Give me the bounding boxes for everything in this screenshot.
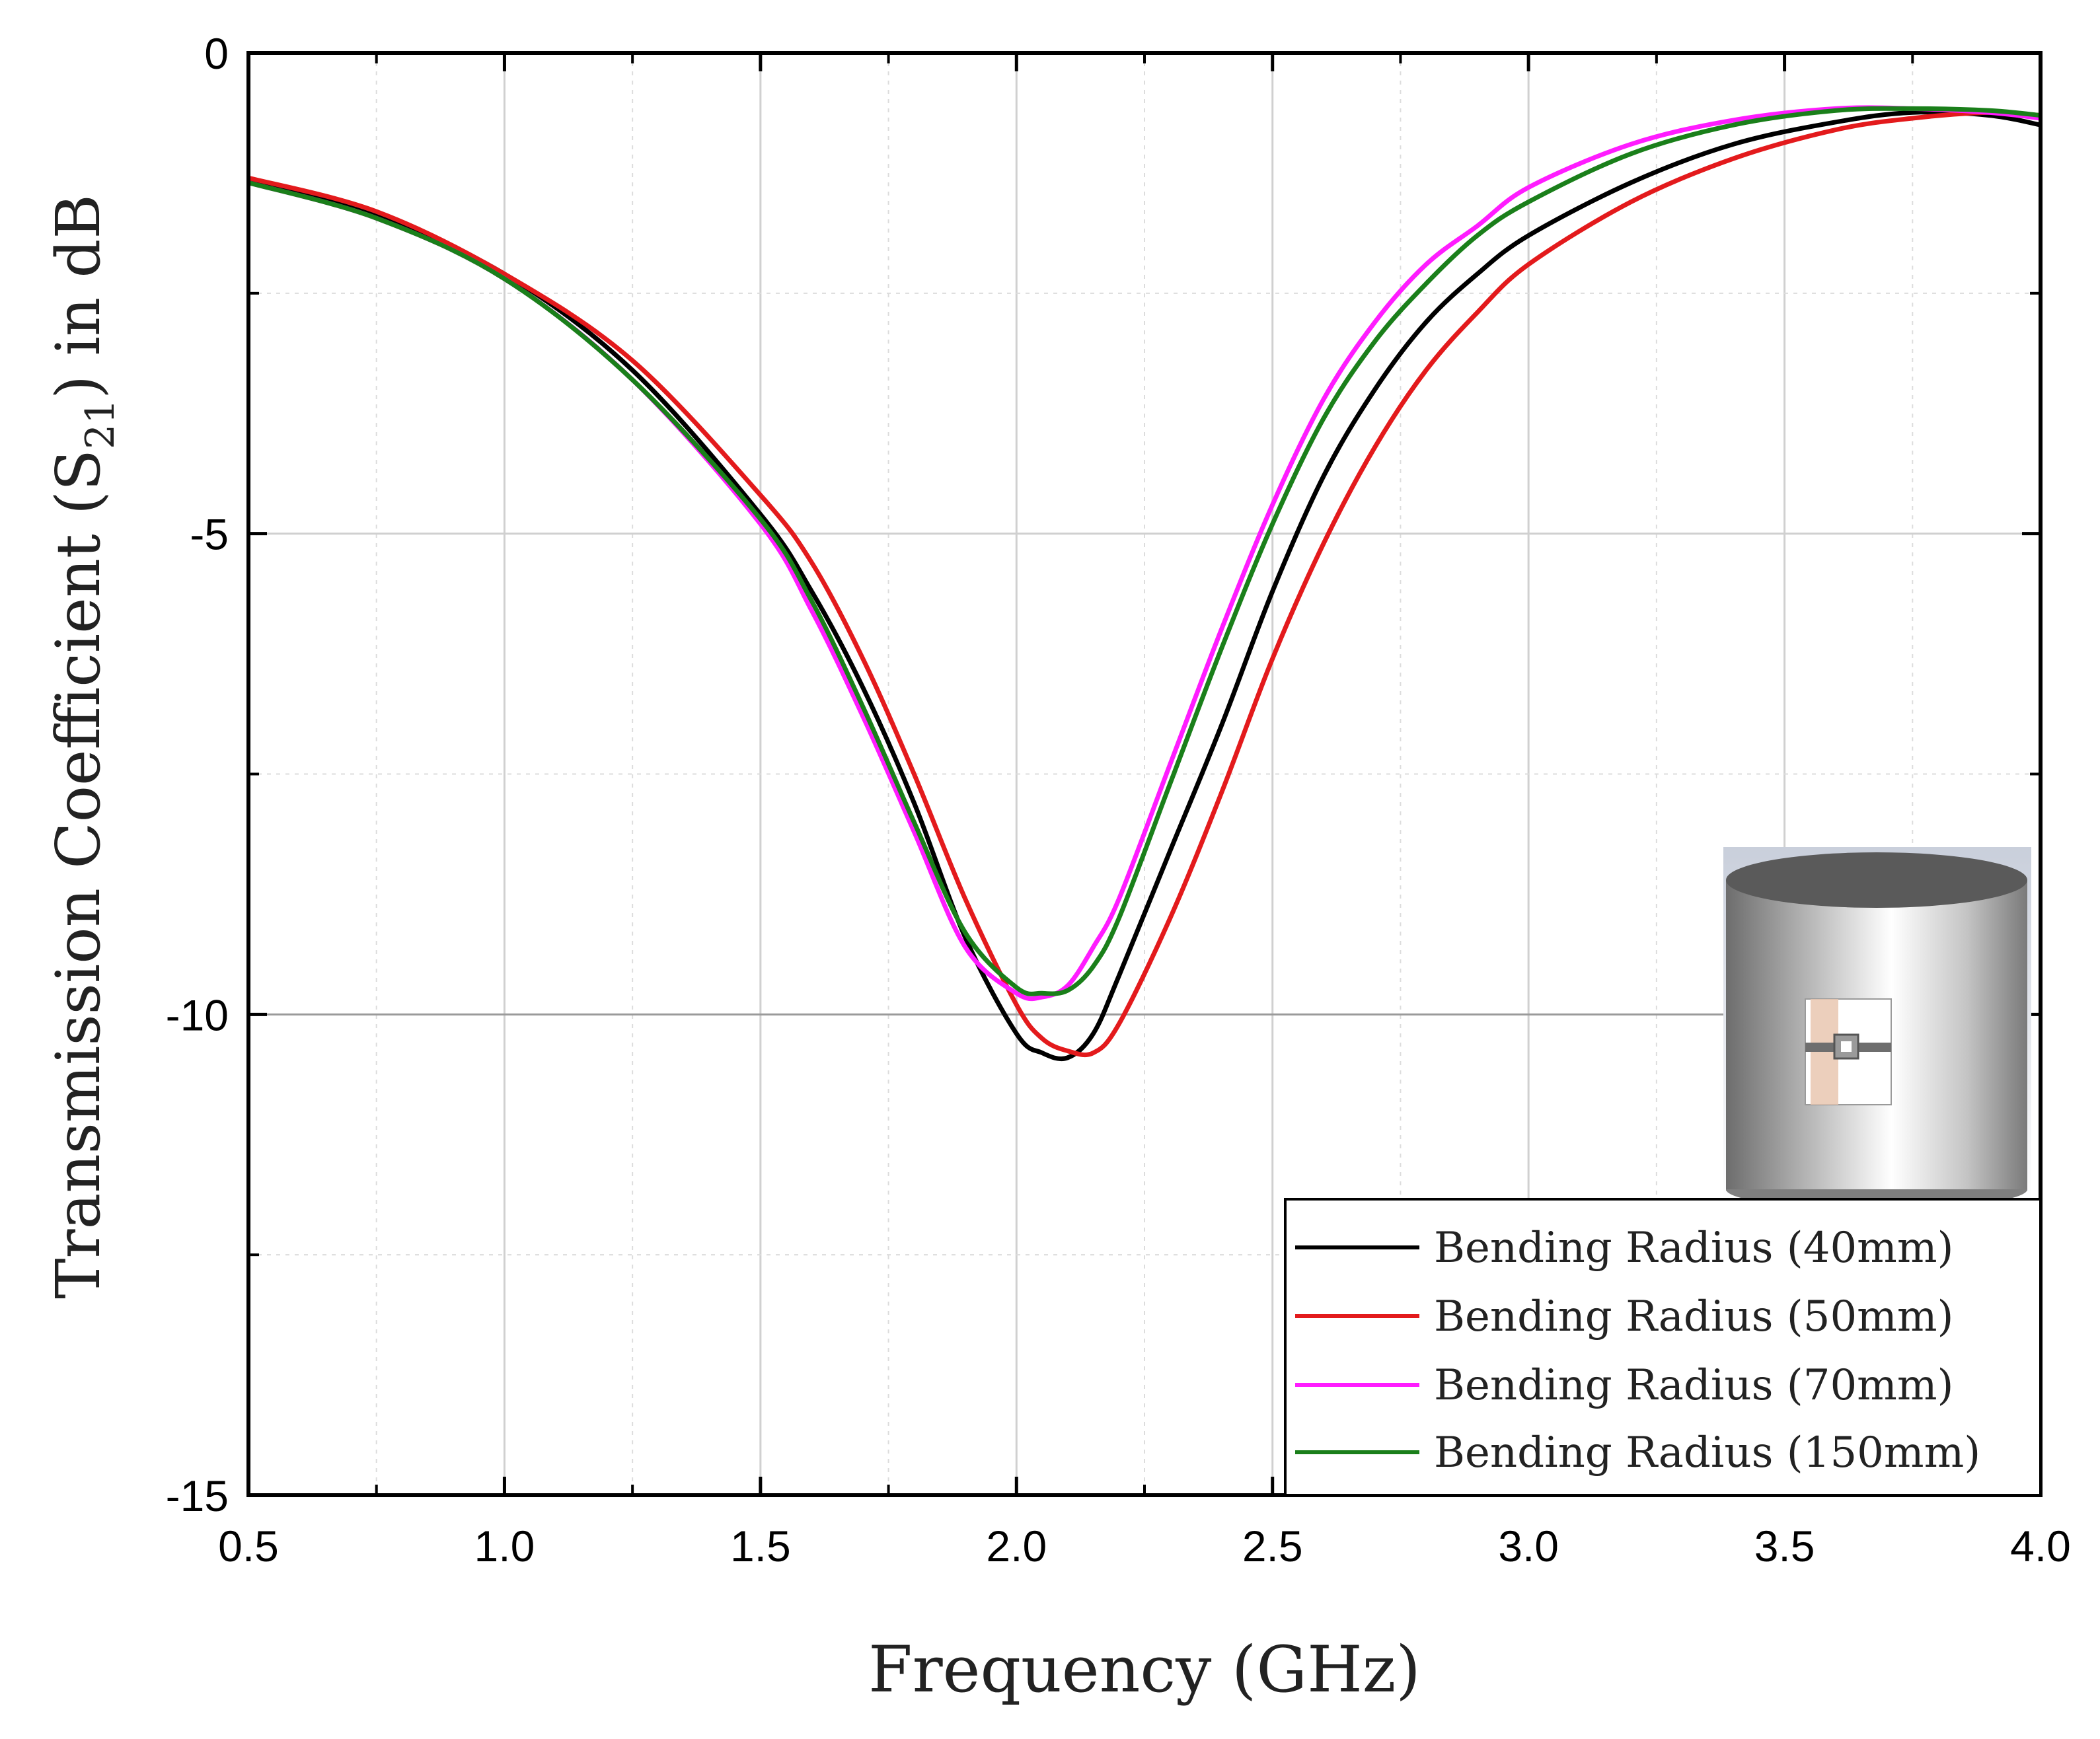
y-axis-title-suffix: ) in dB: [43, 194, 114, 399]
y-axis-title-prefix: Transmission Coefficient (S: [43, 449, 114, 1299]
axis-ticks: [246, 51, 2043, 1497]
x-tick-label: 0.5: [218, 1522, 279, 1571]
y-tick-label: 0: [204, 29, 229, 78]
y-tick-labels: 0 -5 -10 -15: [166, 29, 229, 1520]
y-axis-title: Transmission Coefficient (S21) in dB: [43, 194, 124, 1299]
legend: Bending Radius (40mm) Bending Radius (50…: [1284, 1198, 2042, 1497]
bent-antenna-on-cylinder-icon: [1723, 847, 2031, 1209]
legend-label-40mm: Bending Radius (40mm): [1434, 1224, 1954, 1273]
y-axis-title-subscript: 21: [77, 399, 124, 449]
x-tick-label: 3.0: [1498, 1522, 1559, 1571]
legend-label-150mm: Bending Radius (150mm): [1434, 1428, 1980, 1477]
legend-label-70mm: Bending Radius (70mm): [1434, 1361, 1954, 1410]
x-tick-label: 2.5: [1242, 1522, 1303, 1571]
x-tick-label: 1.5: [730, 1522, 791, 1571]
series-line-150mm: [248, 106, 2041, 996]
series-line-40mm: [248, 110, 2041, 1062]
x-tick-label: 1.0: [474, 1522, 535, 1571]
y-tick-label: -10: [166, 990, 229, 1039]
y-tick-label: -5: [190, 510, 229, 559]
x-tick-label: 3.5: [1754, 1522, 1815, 1571]
x-tick-label: 2.0: [986, 1522, 1047, 1571]
x-tick-label: 4.0: [2010, 1522, 2071, 1571]
legend-label-50mm: Bending Radius (50mm): [1434, 1292, 1954, 1341]
x-tick-labels: 0.5 1.0 1.5 2.0 2.5 3.0 3.5 4.0: [218, 1522, 2071, 1571]
series-line-50mm: [248, 110, 2041, 1058]
series-lines: [248, 105, 2041, 1062]
y-tick-label: -15: [166, 1471, 229, 1520]
x-axis-title: Frequency (GHz): [868, 1633, 1421, 1707]
